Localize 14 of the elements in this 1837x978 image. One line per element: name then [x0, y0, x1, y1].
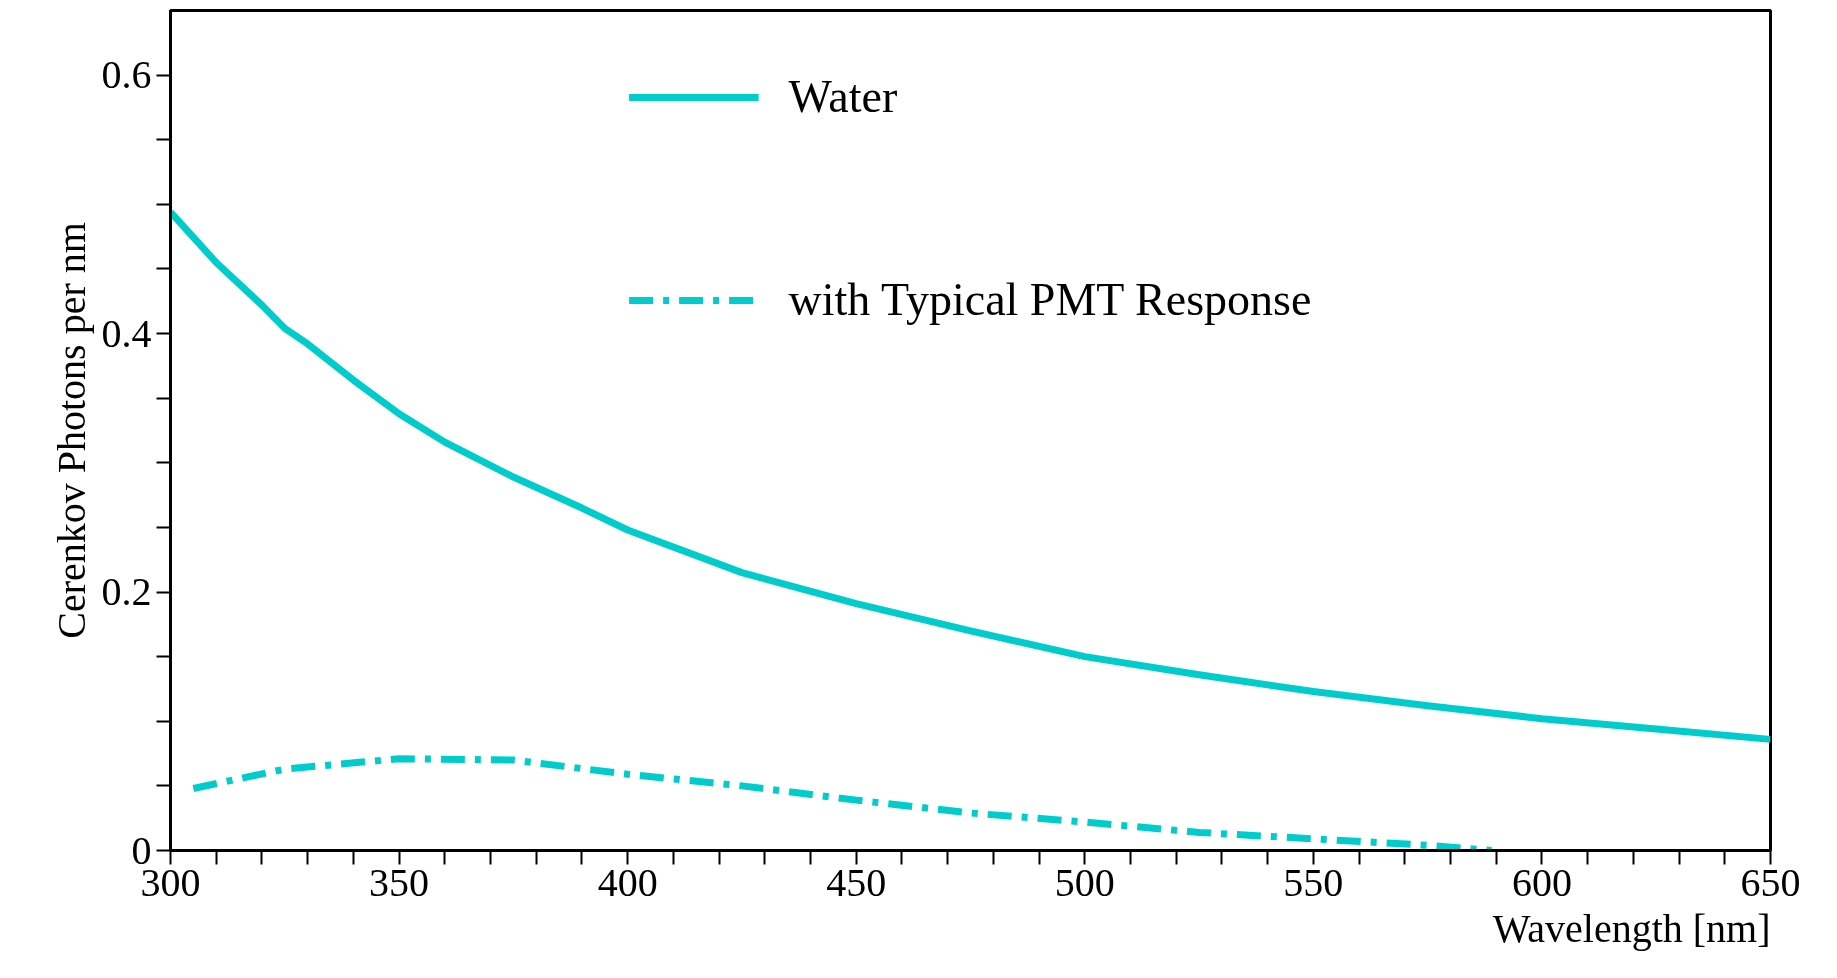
- legend-label: with Typical PMT Response: [788, 273, 1312, 326]
- x-axis-title: Wavelength [nm]: [1492, 905, 1771, 951]
- y-axis-title: Cerenkov Photons per nm: [48, 222, 94, 639]
- x-tick-label: 500: [1054, 859, 1115, 905]
- x-tick-label: 400: [597, 859, 658, 905]
- y-tick-label: 0.2: [101, 569, 152, 615]
- y-tick-label: 0.6: [101, 52, 152, 98]
- x-tick-label: 550: [1283, 859, 1344, 905]
- x-tick-label: 350: [369, 859, 430, 905]
- x-tick-label: 450: [826, 859, 887, 905]
- x-tick-label: 650: [1740, 859, 1801, 905]
- legend-label: Water: [788, 70, 898, 123]
- y-tick-label: 0.4: [101, 310, 152, 356]
- x-tick-label: 600: [1511, 859, 1572, 905]
